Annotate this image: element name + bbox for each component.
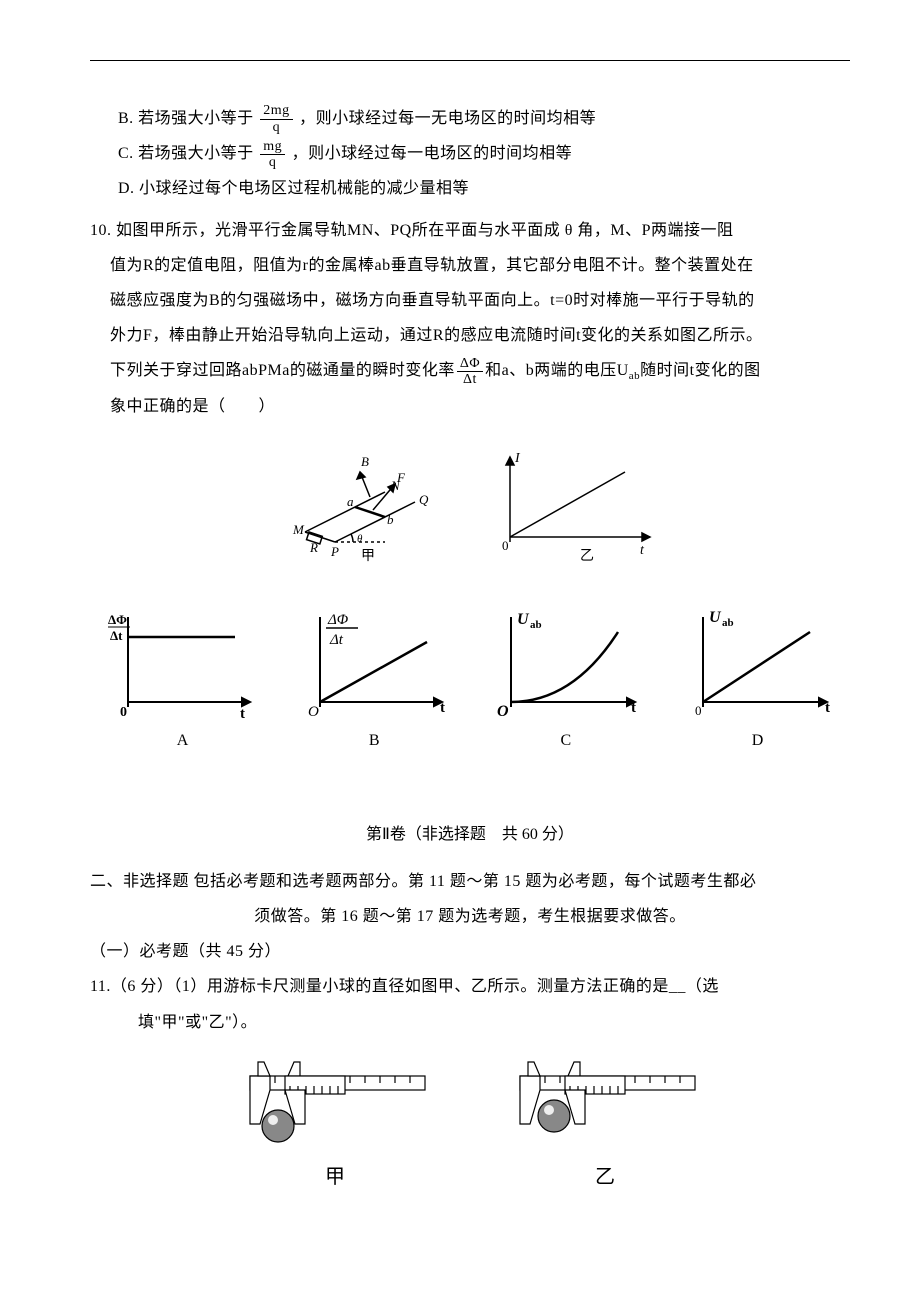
svg-text:R: R <box>309 540 318 555</box>
q10-opt-d: U ab 0 t D <box>675 602 840 750</box>
q10-line2: 值为R的定值电阻，阻值为r的金属棒ab垂直导轨放置，其它部分电阻不计。整个装置处… <box>90 248 850 283</box>
q10-line6: 象中正确的是（ ） <box>90 389 850 424</box>
q11-line1: 11.（6 分）（1）用游标卡尺测量小球的直径如图甲、乙所示。测量方法正确的是_… <box>90 969 850 1004</box>
svg-text:t: t <box>825 700 830 716</box>
svg-text:乙: 乙 <box>580 548 594 562</box>
q9-b-frac: 2mg q <box>260 103 292 135</box>
svg-text:t: t <box>640 543 645 558</box>
q9-option-b: B. 若场强大小等于 2mg q ，则小球经过每一无电场区的时间均相等 <box>90 101 850 136</box>
q11-figures: 甲 <box>90 1054 850 1189</box>
svg-text:θ: θ <box>357 533 363 545</box>
q10-option-figures: ΔΦ Δt 0 t A ΔΦ <box>90 602 850 750</box>
q9-c-frac: mg q <box>260 139 285 171</box>
svg-text:ΔΦ: ΔΦ <box>108 612 127 627</box>
q10-fig-jia: B N F Q M R P a b θ 甲 <box>275 442 455 562</box>
q9-option-c: C. 若场强大小等于 mg q ，则小球经过每一电场区的时间均相等 <box>90 136 850 171</box>
svg-text:Δt: Δt <box>329 632 344 648</box>
svg-text:0: 0 <box>120 705 127 720</box>
q10-fig-yi: I 0 t 乙 <box>485 442 665 562</box>
q11-fig-jia: 甲 <box>230 1054 440 1189</box>
svg-text:F: F <box>396 470 406 485</box>
section2-desc1: 二、非选择题 包括必考题和选考题两部分。第 11 题～第 15 题为必考题，每个… <box>90 864 850 899</box>
svg-text:0: 0 <box>502 538 509 553</box>
q10-opt-a: ΔΦ Δt 0 t A <box>100 602 265 750</box>
q9-option-d: D. 小球经过每个电场区过程机械能的减少量相等 <box>90 171 850 206</box>
svg-text:B: B <box>361 454 369 469</box>
q10-opt-b: ΔΦ Δt O t B <box>292 602 457 750</box>
svg-text:Δt: Δt <box>110 628 123 643</box>
q10-opt-c: U ab O t C <box>483 602 648 750</box>
svg-text:P: P <box>330 544 339 559</box>
svg-text:M: M <box>292 522 305 537</box>
q11-yi-label: 乙 <box>500 1160 710 1189</box>
q9-c-pre: C. 若场强大小等于 <box>118 145 254 162</box>
svg-text:a: a <box>347 494 354 509</box>
section2-desc2: 须做答。第 16 题～第 17 题为选考题，考生根据要求做答。 <box>90 899 850 934</box>
page-content: B. 若场强大小等于 2mg q ，则小球经过每一无电场区的时间均相等 C. 若… <box>0 0 920 1229</box>
top-rule <box>90 60 850 61</box>
q10-line5: 下列关于穿过回路abPMa的磁通量的瞬时变化率ΔΦΔt和a、b两端的电压Uab随… <box>90 353 850 388</box>
q10-given-figures: B N F Q M R P a b θ 甲 I 0 <box>90 442 850 562</box>
svg-text:t: t <box>240 706 245 722</box>
svg-text:0: 0 <box>695 703 702 718</box>
svg-text:甲: 甲 <box>361 549 375 562</box>
section2-sub1: （一）必考题（共 45 分） <box>90 934 850 969</box>
q10-line3: 磁感应强度为B的匀强磁场中，磁场方向垂直导轨平面向上。t=0时对棒施一平行于导轨… <box>90 283 850 318</box>
svg-text:ab: ab <box>530 619 542 631</box>
q10-l5-frac: ΔΦΔt <box>457 356 483 388</box>
q10-line4: 外力F，棒由静止开始沿导轨向上运动，通过R的感应电流随时间t变化的关系如图乙所示… <box>90 318 850 353</box>
section2-title: 第Ⅱ卷（非选择题 共 60 分） <box>90 820 850 844</box>
svg-text:b: b <box>387 512 394 527</box>
svg-text:I: I <box>514 451 521 466</box>
q11-line2: 填"甲"或"乙"）。 <box>90 1005 850 1040</box>
svg-text:U: U <box>517 611 530 628</box>
q9-b-pre: B. 若场强大小等于 <box>118 110 254 127</box>
q10-opt-b-label: B <box>292 732 457 750</box>
svg-text:t: t <box>631 700 636 716</box>
svg-text:Q: Q <box>419 492 429 507</box>
q9-c-post: ，则小球经过每一电场区的时间均相等 <box>292 145 573 162</box>
svg-text:ΔΦ: ΔΦ <box>327 612 349 628</box>
q10-opt-a-label: A <box>100 732 265 750</box>
q11-jia-label: 甲 <box>230 1160 440 1189</box>
svg-text:O: O <box>497 703 509 720</box>
svg-text:O: O <box>308 704 319 720</box>
svg-text:t: t <box>440 700 445 716</box>
q10-line1: 10. 如图甲所示，光滑平行金属导轨MN、PQ所在平面与水平面成 θ 角，M、P… <box>90 213 850 248</box>
q10-opt-d-label: D <box>675 732 840 750</box>
svg-text:U: U <box>709 609 722 626</box>
q9-b-post: ，则小球经过每一无电场区的时间均相等 <box>299 110 596 127</box>
q11-fig-yi: 乙 <box>500 1054 710 1189</box>
q10-opt-c-label: C <box>483 732 648 750</box>
svg-text:ab: ab <box>722 617 734 629</box>
